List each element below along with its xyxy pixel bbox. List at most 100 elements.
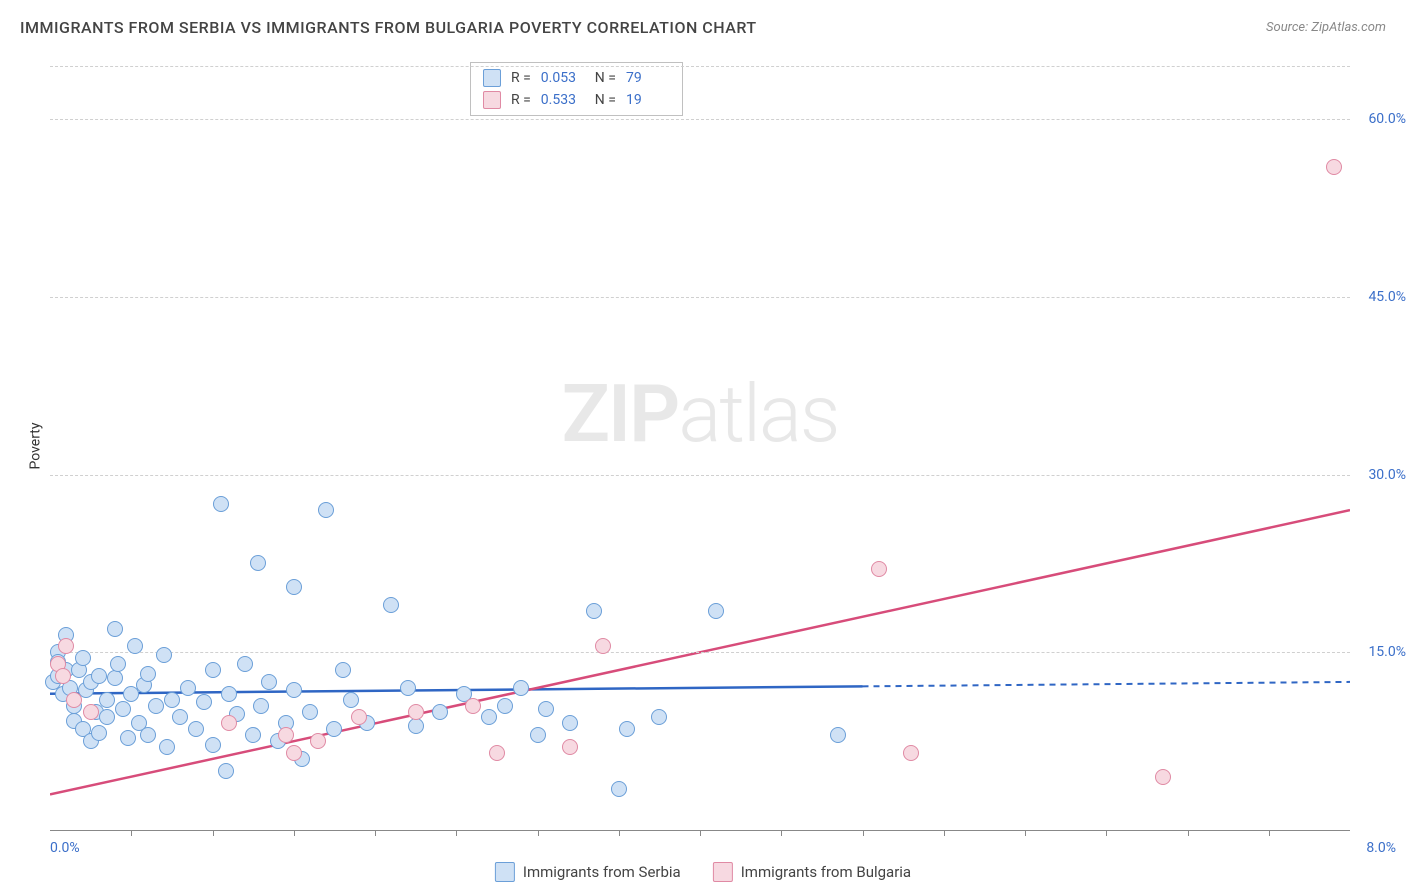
scatter-point [261,674,277,690]
x-tick [131,830,132,836]
stats-row: R = 0.053 N = 79 [483,67,670,89]
scatter-point [127,638,143,654]
x-tick [863,830,864,836]
x-tick [1025,830,1026,836]
chart-header: IMMIGRANTS FROM SERBIA VS IMMIGRANTS FRO… [20,18,1386,37]
scatter-point [205,662,221,678]
scatter-point [595,638,611,654]
scatter-point [172,709,188,725]
bottom-legend: Immigrants from Serbia Immigrants from Bu… [495,862,911,882]
scatter-point [538,701,554,717]
scatter-point [55,668,71,684]
scatter-point [205,737,221,753]
scatter-point [318,502,334,518]
scatter-point [408,718,424,734]
legend-swatch [713,862,733,882]
legend-label: Immigrants from Bulgaria [741,863,911,881]
watermark-light: atlas [678,367,838,461]
scatter-point [513,680,529,696]
scatter-point [91,668,107,684]
stat-r-label: R = [511,92,531,108]
scatter-point [148,698,164,714]
x-tick [781,830,782,836]
scatter-point [99,692,115,708]
scatter-point [1155,769,1171,785]
y-axis-label: Poverty [28,422,44,469]
scatter-point [400,680,416,696]
x-axis-max-label: 8.0% [1366,840,1396,856]
legend-label: Immigrants from Serbia [523,863,681,881]
x-tick [538,830,539,836]
scatter-point [286,579,302,595]
x-tick [700,830,701,836]
x-tick [619,830,620,836]
gridline [50,475,1350,476]
scatter-point [253,698,269,714]
gridline [50,297,1350,298]
scatter-point [489,745,505,761]
scatter-point [75,650,91,666]
stat-r-value: 0.533 [541,92,585,108]
scatter-point [140,666,156,682]
scatter-point [140,727,156,743]
x-tick [1106,830,1107,836]
scatter-point [99,709,115,725]
stats-legend-box: R =0.053N =79R =0.533N =19 [470,62,683,116]
x-tick [1269,830,1270,836]
scatter-point [651,709,667,725]
scatter-point [221,715,237,731]
scatter-point [188,721,204,737]
legend-item: Immigrants from Bulgaria [713,862,911,882]
scatter-point [115,701,131,717]
scatter-point [218,763,234,779]
scatter-point [465,698,481,714]
y-tick-label: 45.0% [1356,289,1406,305]
scatter-point [58,638,74,654]
scatter-point [530,727,546,743]
gridline [50,66,1350,67]
scatter-point [562,739,578,755]
scatter-point [302,704,318,720]
scatter-point [708,603,724,619]
x-tick [1188,830,1189,836]
scatter-point [66,692,82,708]
scatter-point [343,692,359,708]
gridline [50,652,1350,653]
scatter-point [481,709,497,725]
scatter-point [159,739,175,755]
plot-area: ZIPatlas R =0.053N =79R =0.533N =19 15.0… [50,60,1350,831]
scatter-point [213,496,229,512]
stat-n-label: N = [595,70,616,86]
x-tick [456,830,457,836]
scatter-point [221,686,237,702]
x-tick [213,830,214,836]
stats-row: R =0.533N =19 [483,89,670,111]
scatter-point [237,656,253,672]
scatter-point [562,715,578,731]
scatter-point [383,597,399,613]
scatter-point [310,733,326,749]
legend-item: Immigrants from Serbia [495,862,681,882]
y-tick-label: 30.0% [1356,467,1406,483]
legend-swatch [495,862,515,882]
watermark: ZIPatlas [562,367,839,461]
stat-n-value: 79 [626,70,670,86]
scatter-point [245,727,261,743]
scatter-point [611,781,627,797]
x-tick [944,830,945,836]
scatter-point [110,656,126,672]
y-tick-label: 60.0% [1356,111,1406,127]
scatter-point [1326,159,1342,175]
gridline [50,119,1350,120]
scatter-point [871,561,887,577]
scatter-point [326,721,342,737]
scatter-point [432,704,448,720]
scatter-point [408,704,424,720]
stat-r-label: R = [511,70,531,86]
x-axis-min-label: 0.0% [50,840,80,856]
stat-r-value: 0.053 [541,70,585,86]
scatter-point [83,704,99,720]
scatter-point [286,682,302,698]
x-tick [294,830,295,836]
scatter-point [250,555,266,571]
